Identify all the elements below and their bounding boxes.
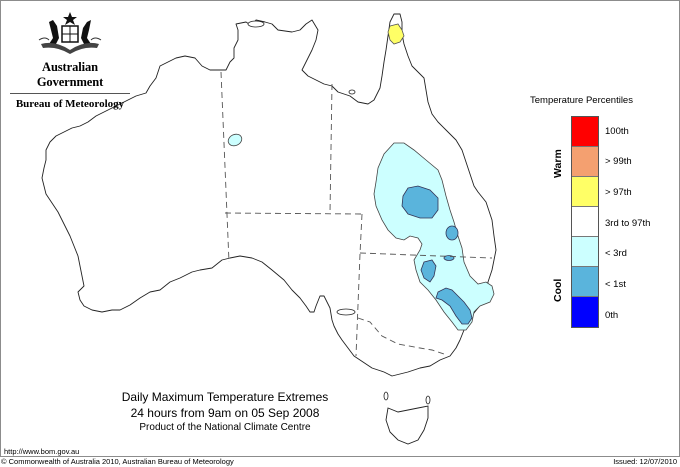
area-below-1st-qld-central (401, 185, 439, 219)
legend-swatch-99th (572, 147, 598, 177)
mainland-coastline (41, 13, 497, 377)
legend-swatch-0th (572, 297, 598, 327)
legend-label-below-1st: < 1st (605, 279, 626, 290)
area-below-1st-nsw-south (435, 287, 473, 325)
qld-nsw-border (359, 252, 493, 259)
area-below-1st-nsw-west (420, 259, 437, 283)
kangaroo-island (336, 308, 356, 316)
legend-label-below-3rd: < 3rd (605, 248, 627, 259)
legend-color-bar (571, 116, 599, 328)
legend-label-97th: > 97th (605, 187, 632, 198)
copyright-notice: © Commonwealth of Australia 2010, Austra… (1, 457, 234, 466)
nt-sa-border (224, 212, 363, 215)
legend-swatch-3rd-to-97th (572, 207, 598, 237)
sa-qld-border (359, 213, 363, 255)
legend-swatch-below-1st (572, 267, 598, 297)
groote-island (348, 89, 356, 95)
map-period: 24 hours from 9am on 05 Sep 2008 (130, 406, 320, 420)
flinders-island (425, 395, 431, 405)
area-below-1st-qld-south (445, 225, 459, 241)
government-title: Australian Government (36, 60, 104, 89)
wa-border (220, 71, 230, 263)
bom-url-link[interactable]: http://www.bom.gov.au (4, 447, 80, 456)
legend-label-100th: 100th (605, 126, 629, 137)
king-island (383, 391, 389, 401)
bureau-title: Bureau of Meteorology (15, 98, 125, 110)
nsw-vic-border (357, 317, 445, 355)
legend-label-0th: 0th (605, 310, 619, 321)
area-below-3rd-east (373, 142, 495, 331)
sa-nsw-vic-border (355, 253, 361, 357)
coat-of-arms-icon (38, 12, 102, 54)
legend-swatch-100th (572, 117, 598, 147)
logo-divider (10, 93, 130, 94)
area-above-97th-cape-york (387, 23, 405, 45)
nt-qld-border (329, 83, 333, 214)
legend-swatch-97th (572, 177, 598, 207)
map-title: Daily Maximum Temperature Extremes (121, 390, 329, 404)
map-product: Product of the National Climate Centre (139, 422, 311, 433)
state-borders (220, 71, 493, 357)
legend-label-3rd-to-97th: 3rd to 97th (605, 218, 651, 229)
warm-label: Warm (552, 149, 564, 178)
area-below-3rd-west (227, 133, 243, 147)
melville-island (247, 20, 265, 28)
tasmania-coastline (385, 405, 429, 445)
legend-label-99th: > 99th (605, 156, 632, 167)
legend-title: Temperature Percentiles (530, 95, 633, 106)
issued-date: Issued: 12/07/2010 (613, 457, 677, 466)
bom-logo: Australian Government Bureau of Meteorol… (8, 10, 132, 110)
legend-swatch-below-3rd (572, 237, 598, 267)
cool-label: Cool (552, 278, 564, 302)
